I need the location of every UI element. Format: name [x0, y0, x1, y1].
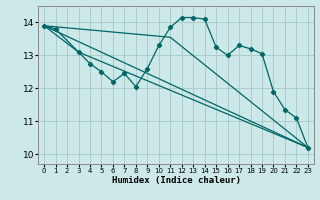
X-axis label: Humidex (Indice chaleur): Humidex (Indice chaleur) [111, 176, 241, 185]
